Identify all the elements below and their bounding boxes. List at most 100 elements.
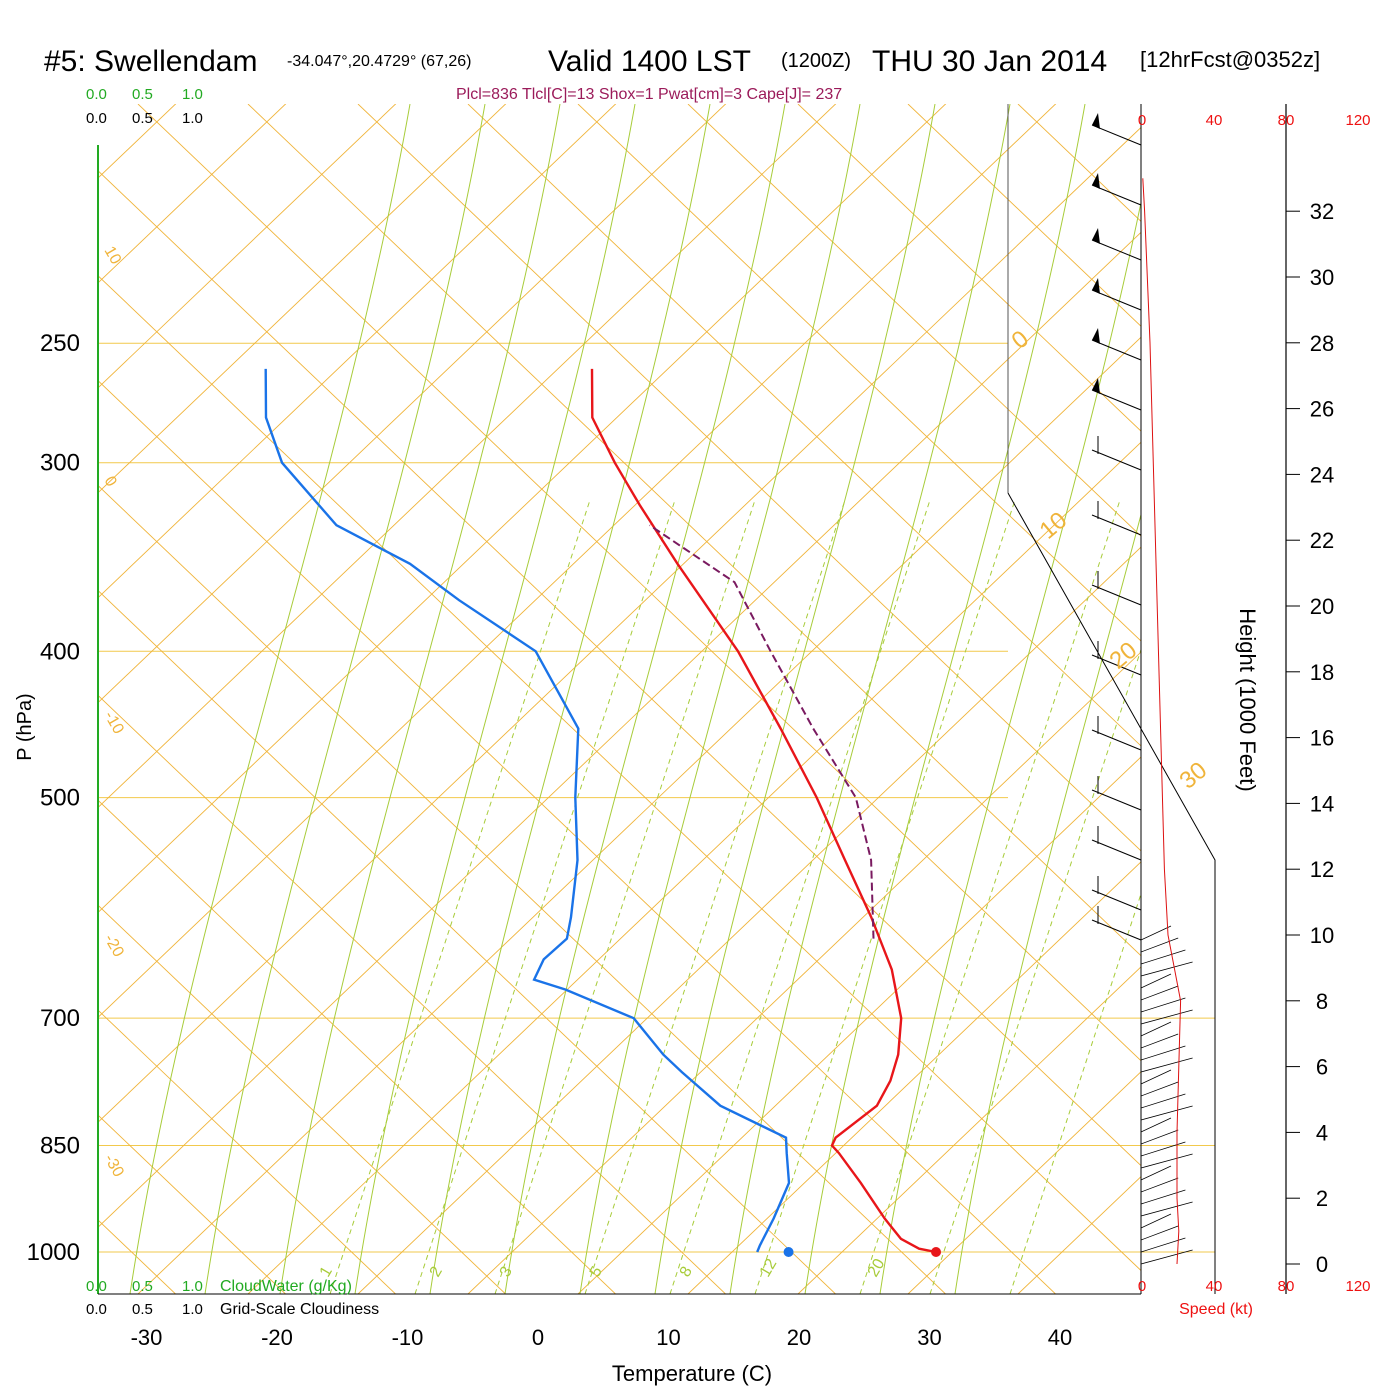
wind-barb-lower [1140, 1165, 1172, 1181]
pressure-tick-500: 500 [40, 785, 80, 812]
dry-adiabat-line [98, 231, 1141, 1228]
y-axis-title: P (hPa) [14, 693, 36, 760]
height-tick-12: 12 [1310, 857, 1334, 882]
mixing-ratio-label-8: 8 [677, 1264, 696, 1280]
dry-adiabat-line [98, 104, 617, 599]
isotherm-line [907, 104, 1141, 327]
isotherm-line [98, 170, 1141, 1167]
pressure-tick-1000: 1000 [27, 1239, 80, 1266]
wind-barb-lower [1140, 1057, 1193, 1073]
wind-barb-lower [1140, 1201, 1193, 1217]
pressure-tick-300: 300 [40, 450, 80, 477]
isotherm-line [137, 104, 1141, 1062]
wind-barb-lower [1140, 925, 1172, 941]
wind-barb-lower [1140, 1225, 1179, 1241]
dry-adiabat-line [467, 651, 1141, 1294]
temperature-tick-labels: -30 -20 -10 0 10 20 30 40 [131, 1325, 1073, 1350]
mixing-ratio-line [494, 499, 756, 1294]
wind-barb-staff [1091, 789, 1142, 811]
wind-barb-lower [1140, 1009, 1193, 1025]
stability-indices: Plcl=836 Tlcl[C]=13 Shox=1 Pwat[cm]=3 Ca… [456, 86, 842, 103]
height-tick-32: 32 [1310, 199, 1334, 224]
dry-adiabat-line [0, 54, 8, 1294]
dry-adiabat-line [247, 441, 1141, 1294]
valid-time: Valid 1400 LST [548, 45, 751, 78]
height-tick-16: 16 [1310, 726, 1334, 751]
dry-adiabat-line [98, 104, 947, 914]
height-tick-18: 18 [1310, 660, 1334, 685]
temperature-tick-0: 0 [532, 1325, 544, 1350]
isotherm-line [98, 379, 1057, 1294]
mixing-ratio-line [414, 499, 676, 1294]
pressure-tick-850: 850 [40, 1132, 80, 1159]
height-tick-30: 30 [1310, 265, 1334, 290]
pressure-tick-250: 250 [40, 330, 80, 357]
wind-barb-staff [1091, 339, 1142, 361]
temperature-tick-30: 30 [917, 1325, 941, 1350]
isobar-lines [98, 342, 1215, 1253]
moist-adiabat-lines [129, 104, 1141, 1294]
station-title: #5: Swellendam [44, 45, 257, 78]
wind-barb-pennant [1092, 328, 1100, 344]
height-tick-6: 6 [1316, 1055, 1328, 1080]
mixing-ratio-label-3: 3 [497, 1264, 516, 1280]
wind-barb-lower [1140, 937, 1179, 953]
wind-barb-lower [1140, 1189, 1186, 1205]
temperature-tick-20: 20 [787, 1325, 811, 1350]
moist-adiabat-curve [129, 104, 411, 1294]
moist-adiabat-curve [504, 104, 786, 1294]
mixing-ratio-label-2: 2 [427, 1264, 446, 1280]
wind-barb-lower [1140, 1129, 1179, 1145]
station-coords: -34.047°,20.4729° (67,26) [287, 53, 471, 70]
moist-adiabat-curve [204, 104, 486, 1294]
dry-adiabat-line [98, 104, 1057, 1019]
mixing-ratio-label-20: 20 [865, 1256, 889, 1280]
isotherm-line [687, 104, 1141, 537]
cloud-scale-bottom-green-1: 0.5 [132, 1278, 153, 1295]
height-tick-8: 8 [1316, 989, 1328, 1014]
isotherm-line [98, 694, 727, 1294]
pressure-tick-labels: 250 300 400 500 700 850 1000 [27, 330, 80, 1266]
wind-barb-lower [1140, 1141, 1186, 1157]
wind-barb-lower [1140, 1153, 1193, 1169]
height-tick-24: 24 [1310, 462, 1334, 487]
height-tick-10: 10 [1310, 923, 1334, 948]
moist-adiabat-curve [429, 104, 711, 1294]
wind-barb-lower [1140, 961, 1193, 977]
dry-adiabat-line [98, 104, 177, 179]
cloud-scale-top-black-2: 1.0 [182, 110, 203, 127]
cloud-scale-top-green-2: 1.0 [182, 86, 203, 103]
wind-panel-boundary [1007, 492, 1216, 1294]
isotherm-line [98, 275, 1141, 1272]
mixing-ratio-lines [329, 499, 1141, 1294]
dry-adiabat-line [98, 104, 727, 704]
isotherm-line [797, 104, 1141, 432]
wind-barb-staff [1091, 889, 1142, 911]
moist-adiabat-curve [879, 200, 1141, 1294]
dry-adiabat-line [357, 546, 1141, 1294]
pressure-tick-700: 700 [40, 1005, 80, 1032]
cloud-scale-bottom-green-2: 1.0 [182, 1278, 203, 1295]
mixing-ratio-line [754, 499, 1016, 1294]
cloud-scale-bottom-green-0: 0.0 [86, 1278, 107, 1295]
wind-barb-lower [1140, 1249, 1193, 1265]
wind-barb-lower [1140, 1105, 1193, 1121]
cloudwater-label: CloudWater (g/Kg) [220, 1278, 352, 1295]
profiles [264, 368, 942, 1257]
dry-adiabat-line [98, 126, 1141, 1123]
height-tick-22: 22 [1310, 528, 1334, 553]
zulu-time: (1200Z) [781, 50, 851, 72]
height-tick-14: 14 [1310, 791, 1334, 816]
dry-adiabat-line [98, 104, 837, 809]
speed-top-tick-3: 120 [1345, 112, 1370, 129]
temperature-profile [590, 368, 937, 1254]
isotherm-label--10: -10 [101, 709, 127, 738]
temperature-tick--10: -10 [392, 1325, 424, 1350]
wind-barb-staff [1091, 729, 1142, 751]
isotherm-line [98, 484, 947, 1294]
adiabat-label-30: 30 [1175, 757, 1213, 795]
wind-barb-staff [1091, 389, 1142, 411]
isotherm-label--20: -20 [101, 932, 127, 961]
dry-adiabat-line [98, 104, 397, 389]
